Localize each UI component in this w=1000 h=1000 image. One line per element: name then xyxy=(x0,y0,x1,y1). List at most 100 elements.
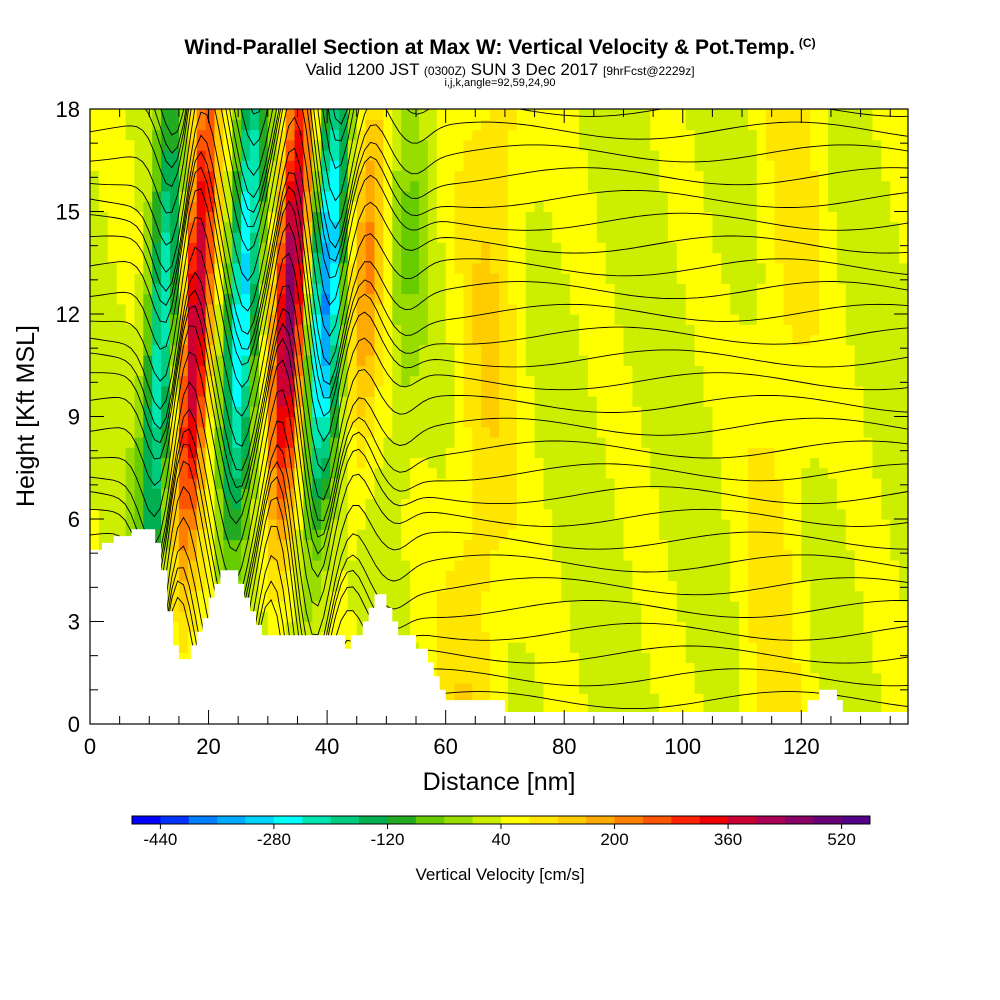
field-cell xyxy=(401,457,411,469)
field-cell xyxy=(383,355,393,366)
field-cell xyxy=(312,201,322,213)
field-cell xyxy=(161,447,171,459)
field-cell xyxy=(623,631,633,643)
field-cell xyxy=(765,365,776,377)
field-cell xyxy=(98,416,109,428)
field-cell xyxy=(561,611,571,623)
field-cell xyxy=(872,662,882,674)
field-cell xyxy=(845,437,856,448)
field-cell xyxy=(232,334,242,346)
field-cell xyxy=(516,385,527,397)
field-cell xyxy=(596,683,607,694)
field-cell xyxy=(463,488,473,500)
field-cell xyxy=(632,324,642,336)
field-cell xyxy=(205,570,216,582)
field-cell xyxy=(330,170,340,182)
field-cell xyxy=(801,334,811,346)
field-cell xyxy=(410,406,420,418)
field-cell xyxy=(756,242,767,254)
field-cell xyxy=(170,590,180,602)
field-cell xyxy=(605,560,616,571)
field-cell xyxy=(676,601,687,612)
field-cell xyxy=(499,478,509,489)
field-cell xyxy=(774,693,785,705)
field-cell xyxy=(454,580,464,592)
field-cell xyxy=(659,672,669,684)
field-cell xyxy=(534,334,545,346)
field-cell xyxy=(659,314,669,325)
field-cell xyxy=(685,683,696,694)
field-cell xyxy=(721,549,731,561)
field-cell xyxy=(694,672,705,684)
field-cell xyxy=(107,221,118,233)
field-cell xyxy=(712,221,722,233)
field-cell xyxy=(810,344,820,356)
field-cell xyxy=(481,283,491,295)
field-cell xyxy=(756,549,767,561)
field-cell xyxy=(774,273,785,284)
field-cell xyxy=(748,201,758,213)
field-cell xyxy=(241,437,251,448)
field-cell xyxy=(481,303,491,315)
field-cell xyxy=(783,693,793,705)
field-cell xyxy=(383,498,393,510)
field-cell xyxy=(196,201,207,213)
field-cell xyxy=(650,293,660,305)
field-cell xyxy=(712,324,722,336)
field-cell xyxy=(748,683,758,694)
field-cell xyxy=(481,437,491,448)
field-cell xyxy=(570,221,580,233)
field-cell xyxy=(525,334,536,346)
field-cell xyxy=(748,324,758,336)
field-cell xyxy=(178,560,189,571)
field-cell xyxy=(783,344,793,356)
field-cell xyxy=(178,303,189,315)
field-cell xyxy=(845,242,856,254)
field-cell xyxy=(427,447,438,459)
field-cell xyxy=(134,467,144,479)
field-cell xyxy=(659,693,669,705)
field-cell xyxy=(774,324,785,336)
field-cell xyxy=(748,232,758,243)
field-cell xyxy=(765,355,776,366)
field-cell xyxy=(232,365,242,377)
field-cell xyxy=(490,365,500,377)
field-cell xyxy=(436,662,447,674)
field-cell xyxy=(161,355,171,366)
field-cell xyxy=(516,191,527,202)
field-cell xyxy=(641,683,651,694)
field-cell xyxy=(685,703,696,715)
field-cell xyxy=(258,232,269,243)
field-cell xyxy=(721,375,731,387)
field-cell xyxy=(472,529,482,541)
field-cell xyxy=(143,365,153,377)
field-cell xyxy=(125,385,136,397)
field-cell xyxy=(863,396,873,407)
field-cell xyxy=(801,580,811,592)
field-cell xyxy=(863,365,873,377)
field-cell xyxy=(899,416,908,428)
field-cell xyxy=(267,437,278,448)
field-cell xyxy=(294,344,304,356)
field-cell xyxy=(828,416,838,428)
field-cell xyxy=(730,672,740,684)
field-cell xyxy=(596,365,607,377)
field-cell xyxy=(872,570,882,582)
field-cell xyxy=(810,478,820,489)
field-cell xyxy=(499,293,509,305)
field-cell xyxy=(258,437,269,448)
field-cell xyxy=(232,242,242,254)
field-cell xyxy=(374,180,384,192)
field-cell xyxy=(178,467,189,479)
field-cell xyxy=(552,642,562,653)
field-cell xyxy=(152,437,162,448)
field-cell xyxy=(676,170,687,182)
field-cell xyxy=(605,693,616,705)
field-cell xyxy=(650,406,660,418)
field-cell xyxy=(676,683,687,694)
field-cell xyxy=(481,406,491,418)
field-cell xyxy=(258,160,269,172)
field-cell xyxy=(516,232,527,243)
field-cell xyxy=(783,324,793,336)
field-cell xyxy=(427,416,438,428)
